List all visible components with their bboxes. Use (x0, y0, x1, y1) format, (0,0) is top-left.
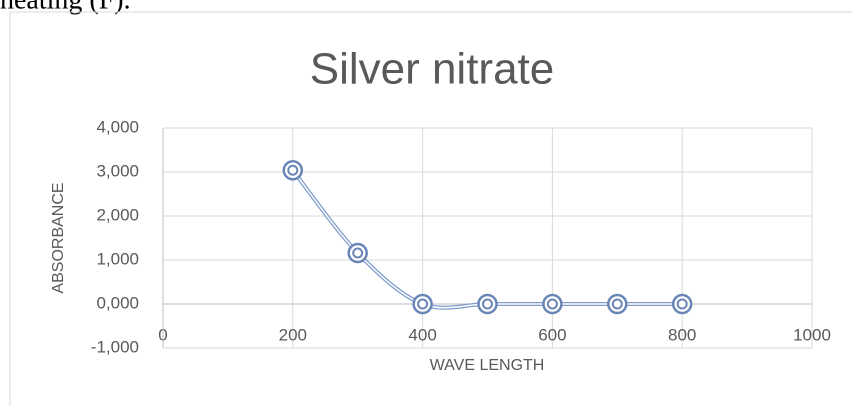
y-tick-label: -1,000 (91, 337, 139, 356)
series-line (291, 169, 683, 310)
point-marker-inner (611, 298, 623, 310)
series-line-inner (292, 169, 683, 309)
point-marker (542, 293, 563, 315)
y-tick-label: 1,000 (96, 249, 139, 268)
point-marker-inner (287, 164, 299, 176)
point-marker (282, 159, 304, 181)
point-marker-inner (482, 298, 493, 310)
y-axis-title: ABSORBANCE (50, 182, 67, 293)
point-marker (477, 293, 498, 315)
x-tick-label: 400 (408, 325, 436, 344)
y-tick-label: 0,000 (96, 293, 139, 312)
point-marker (347, 242, 368, 264)
y-tick-label: 3,000 (96, 161, 139, 180)
y-tick-label: 2,000 (96, 205, 139, 224)
chart-title: Silver nitrate (310, 45, 555, 94)
x-tick-label: 600 (538, 325, 566, 344)
x-tick-label: 200 (279, 325, 307, 344)
point-marker-inner (417, 298, 429, 310)
x-tick-label: 800 (668, 325, 696, 344)
y-tick-label: 4,000 (96, 117, 139, 136)
point-marker (671, 293, 693, 315)
point-marker (607, 293, 628, 315)
point-marker (412, 293, 433, 315)
x-axis-title: WAVE LENGTH (430, 357, 545, 374)
x-tick-label: 1000 (793, 325, 831, 344)
point-marker-inner (546, 298, 558, 310)
chart-border (9, 11, 852, 406)
text-above: heating (F). (0, 0, 131, 15)
point-marker-inner (676, 298, 688, 310)
point-marker-inner (352, 247, 364, 259)
